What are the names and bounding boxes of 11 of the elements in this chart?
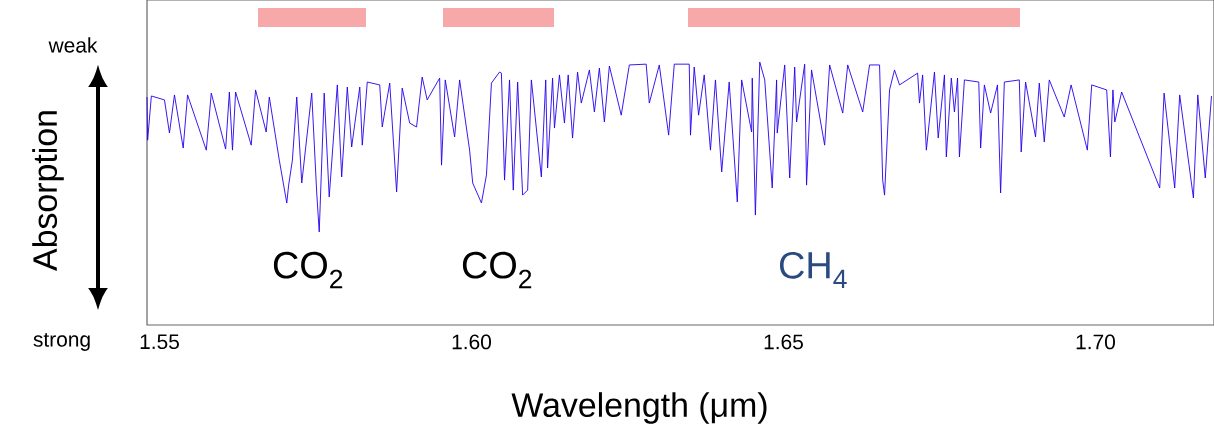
annotation: CO$_{2}$	[273, 251, 343, 289]
x-tick-label: 1.55	[140, 334, 179, 350]
annotation: CH$_{4}$	[779, 251, 847, 289]
annotation: CO$_{2}$	[462, 251, 532, 289]
text: weak	[48, 37, 98, 53]
text: strong	[33, 333, 90, 351]
x-axis-title: Wavelength (μm)	[511, 392, 767, 424]
y-axis-title: Absorption	[32, 111, 64, 271]
x-tick-label: 1.60	[452, 334, 491, 350]
x-tick-label: 1.70	[1076, 334, 1115, 350]
x-tick-label: 1.65	[764, 334, 803, 350]
